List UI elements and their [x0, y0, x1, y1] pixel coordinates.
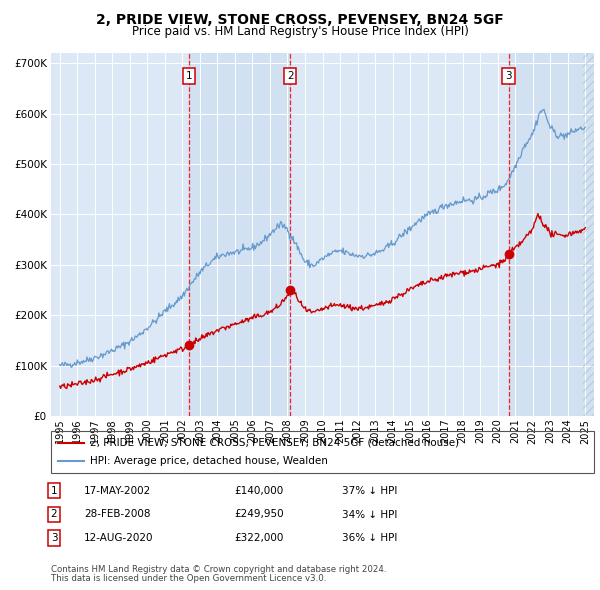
Text: 34% ↓ HPI: 34% ↓ HPI — [342, 510, 397, 519]
Text: £249,950: £249,950 — [234, 510, 284, 519]
Bar — [509, 53, 594, 416]
Text: 17-MAY-2002: 17-MAY-2002 — [84, 486, 151, 496]
Text: 1: 1 — [186, 71, 193, 81]
Text: Price paid vs. HM Land Registry's House Price Index (HPI): Price paid vs. HM Land Registry's House … — [131, 25, 469, 38]
Text: 37% ↓ HPI: 37% ↓ HPI — [342, 486, 397, 496]
Text: 1: 1 — [50, 486, 58, 496]
Text: This data is licensed under the Open Government Licence v3.0.: This data is licensed under the Open Gov… — [51, 574, 326, 583]
Text: 3: 3 — [505, 71, 512, 81]
Text: 2: 2 — [287, 71, 293, 81]
Text: £140,000: £140,000 — [234, 486, 283, 496]
Text: £322,000: £322,000 — [234, 533, 283, 543]
Text: 36% ↓ HPI: 36% ↓ HPI — [342, 533, 397, 543]
Bar — [583, 53, 594, 416]
Text: 2, PRIDE VIEW, STONE CROSS, PEVENSEY, BN24 5GF (detached house): 2, PRIDE VIEW, STONE CROSS, PEVENSEY, BN… — [90, 438, 459, 448]
Bar — [189, 53, 290, 416]
Text: 28-FEB-2008: 28-FEB-2008 — [84, 510, 151, 519]
Text: 12-AUG-2020: 12-AUG-2020 — [84, 533, 154, 543]
Text: 3: 3 — [50, 533, 58, 543]
Text: Contains HM Land Registry data © Crown copyright and database right 2024.: Contains HM Land Registry data © Crown c… — [51, 565, 386, 574]
Text: HPI: Average price, detached house, Wealden: HPI: Average price, detached house, Weal… — [90, 456, 328, 466]
Text: 2, PRIDE VIEW, STONE CROSS, PEVENSEY, BN24 5GF: 2, PRIDE VIEW, STONE CROSS, PEVENSEY, BN… — [96, 13, 504, 27]
Text: 2: 2 — [50, 510, 58, 519]
